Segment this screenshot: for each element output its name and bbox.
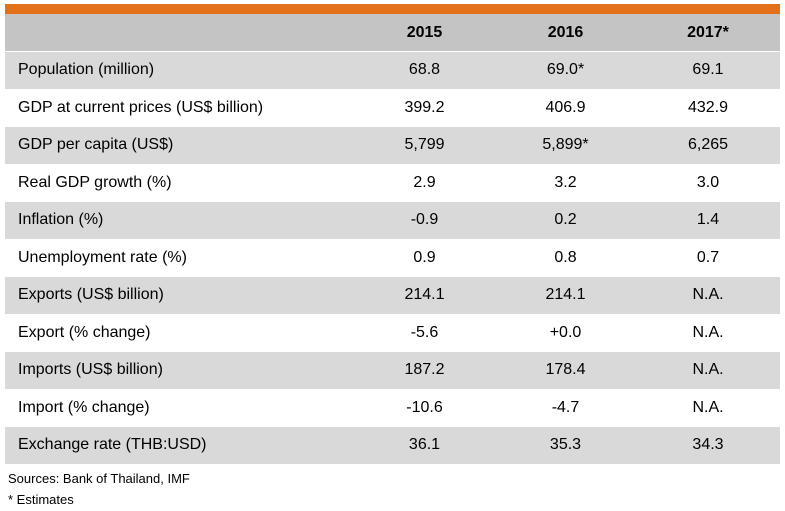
table-row: GDP per capita (US$) 5,799 5,899* 6,265 <box>5 127 780 165</box>
cell-2016: 0.2 <box>495 202 636 240</box>
table-row: Unemployment rate (%) 0.9 0.8 0.7 <box>5 239 780 277</box>
row-label: Import (% change) <box>5 389 354 427</box>
cell-2017: N.A. <box>636 352 780 390</box>
cell-2017: 432.9 <box>636 89 780 127</box>
cell-2016: 3.2 <box>495 164 636 202</box>
accent-bar <box>5 4 780 14</box>
cell-2017: N.A. <box>636 314 780 352</box>
table-header-row: 2015 2016 2017* <box>5 14 780 52</box>
cell-2016: 0.8 <box>495 239 636 277</box>
table-row: Population (million) 68.8 69.0* 69.1 <box>5 52 780 90</box>
cell-2015: 399.2 <box>354 89 495 127</box>
cell-2016: -4.7 <box>495 389 636 427</box>
cell-2015: 5,799 <box>354 127 495 165</box>
sources-note: Sources: Bank of Thailand, IMF <box>8 471 190 486</box>
table-notes: Sources: Bank of Thailand, IMF * Estimat… <box>8 468 190 510</box>
row-label: GDP at current prices (US$ billion) <box>5 89 354 127</box>
cell-2015: 2.9 <box>354 164 495 202</box>
cell-2015: 36.1 <box>354 427 495 465</box>
cell-2017: N.A. <box>636 277 780 315</box>
table-row: Inflation (%) -0.9 0.2 1.4 <box>5 202 780 240</box>
cell-2017: 6,265 <box>636 127 780 165</box>
cell-2017: N.A. <box>636 389 780 427</box>
cell-2015: -0.9 <box>354 202 495 240</box>
row-label: Exchange rate (THB:USD) <box>5 427 354 465</box>
column-header-2016: 2016 <box>495 14 636 52</box>
table-row: Export (% change) -5.6 +0.0 N.A. <box>5 314 780 352</box>
row-label: Unemployment rate (%) <box>5 239 354 277</box>
table-row: GDP at current prices (US$ billion) 399.… <box>5 89 780 127</box>
cell-2017: 69.1 <box>636 52 780 90</box>
estimates-note: * Estimates <box>8 492 74 507</box>
cell-2017: 3.0 <box>636 164 780 202</box>
cell-2016: 214.1 <box>495 277 636 315</box>
cell-2016: 5,899* <box>495 127 636 165</box>
cell-2015: 187.2 <box>354 352 495 390</box>
cell-2016: 406.9 <box>495 89 636 127</box>
table-row: Real GDP growth (%) 2.9 3.2 3.0 <box>5 164 780 202</box>
cell-2015: -10.6 <box>354 389 495 427</box>
economic-indicators-table: 2015 2016 2017* Population (million) 68.… <box>5 14 780 465</box>
table-row: Imports (US$ billion) 187.2 178.4 N.A. <box>5 352 780 390</box>
row-label: Inflation (%) <box>5 202 354 240</box>
table-row: Import (% change) -10.6 -4.7 N.A. <box>5 389 780 427</box>
cell-2017: 34.3 <box>636 427 780 465</box>
cell-2015: 0.9 <box>354 239 495 277</box>
column-header-2015: 2015 <box>354 14 495 52</box>
cell-2016: 35.3 <box>495 427 636 465</box>
row-label: Exports (US$ billion) <box>5 277 354 315</box>
column-header-2017: 2017* <box>636 14 780 52</box>
cell-2015: 214.1 <box>354 277 495 315</box>
cell-2015: 68.8 <box>354 52 495 90</box>
row-label: Real GDP growth (%) <box>5 164 354 202</box>
table-row: Exchange rate (THB:USD) 36.1 35.3 34.3 <box>5 427 780 465</box>
cell-2017: 1.4 <box>636 202 780 240</box>
row-label: GDP per capita (US$) <box>5 127 354 165</box>
column-header-indicator <box>5 14 354 52</box>
cell-2015: -5.6 <box>354 314 495 352</box>
cell-2017: 0.7 <box>636 239 780 277</box>
row-label: Population (million) <box>5 52 354 90</box>
cell-2016: 178.4 <box>495 352 636 390</box>
cell-2016: 69.0* <box>495 52 636 90</box>
row-label: Imports (US$ billion) <box>5 352 354 390</box>
table-row: Exports (US$ billion) 214.1 214.1 N.A. <box>5 277 780 315</box>
row-label: Export (% change) <box>5 314 354 352</box>
cell-2016: +0.0 <box>495 314 636 352</box>
